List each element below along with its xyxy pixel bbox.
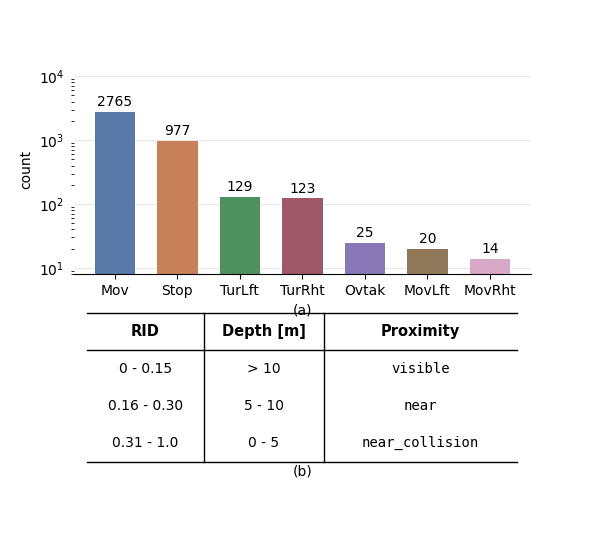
Text: 129: 129 xyxy=(227,180,253,194)
Bar xyxy=(345,242,385,540)
Y-axis label: count: count xyxy=(19,150,33,189)
Bar xyxy=(407,249,448,540)
Text: 20: 20 xyxy=(419,232,436,246)
Point xyxy=(200,310,207,316)
Text: (b): (b) xyxy=(293,465,312,478)
Text: 977: 977 xyxy=(164,124,191,138)
Text: 0 - 5: 0 - 5 xyxy=(248,436,279,450)
Point xyxy=(320,458,327,465)
Text: near: near xyxy=(404,399,437,413)
Point xyxy=(320,310,327,316)
Bar xyxy=(219,197,260,540)
Text: Depth [m]: Depth [m] xyxy=(222,324,306,339)
Point xyxy=(200,458,207,465)
Text: 5 - 10: 5 - 10 xyxy=(244,399,284,413)
Bar xyxy=(282,198,323,540)
Text: 0.16 - 0.30: 0.16 - 0.30 xyxy=(108,399,183,413)
X-axis label: (a): (a) xyxy=(293,303,312,318)
Text: RID: RID xyxy=(131,324,160,339)
Text: 25: 25 xyxy=(356,226,373,240)
Bar xyxy=(157,141,198,540)
Text: 0 - 0.15: 0 - 0.15 xyxy=(119,362,172,376)
Text: > 10: > 10 xyxy=(247,362,280,376)
Text: Proximity: Proximity xyxy=(381,324,460,339)
Text: 123: 123 xyxy=(289,181,316,195)
Text: 2765: 2765 xyxy=(97,95,132,109)
Bar xyxy=(94,112,135,540)
Text: 0.31 - 1.0: 0.31 - 1.0 xyxy=(112,436,179,450)
Text: visible: visible xyxy=(391,362,450,376)
Bar xyxy=(470,259,510,540)
Text: near_collision: near_collision xyxy=(362,436,479,450)
Text: 14: 14 xyxy=(481,242,499,256)
